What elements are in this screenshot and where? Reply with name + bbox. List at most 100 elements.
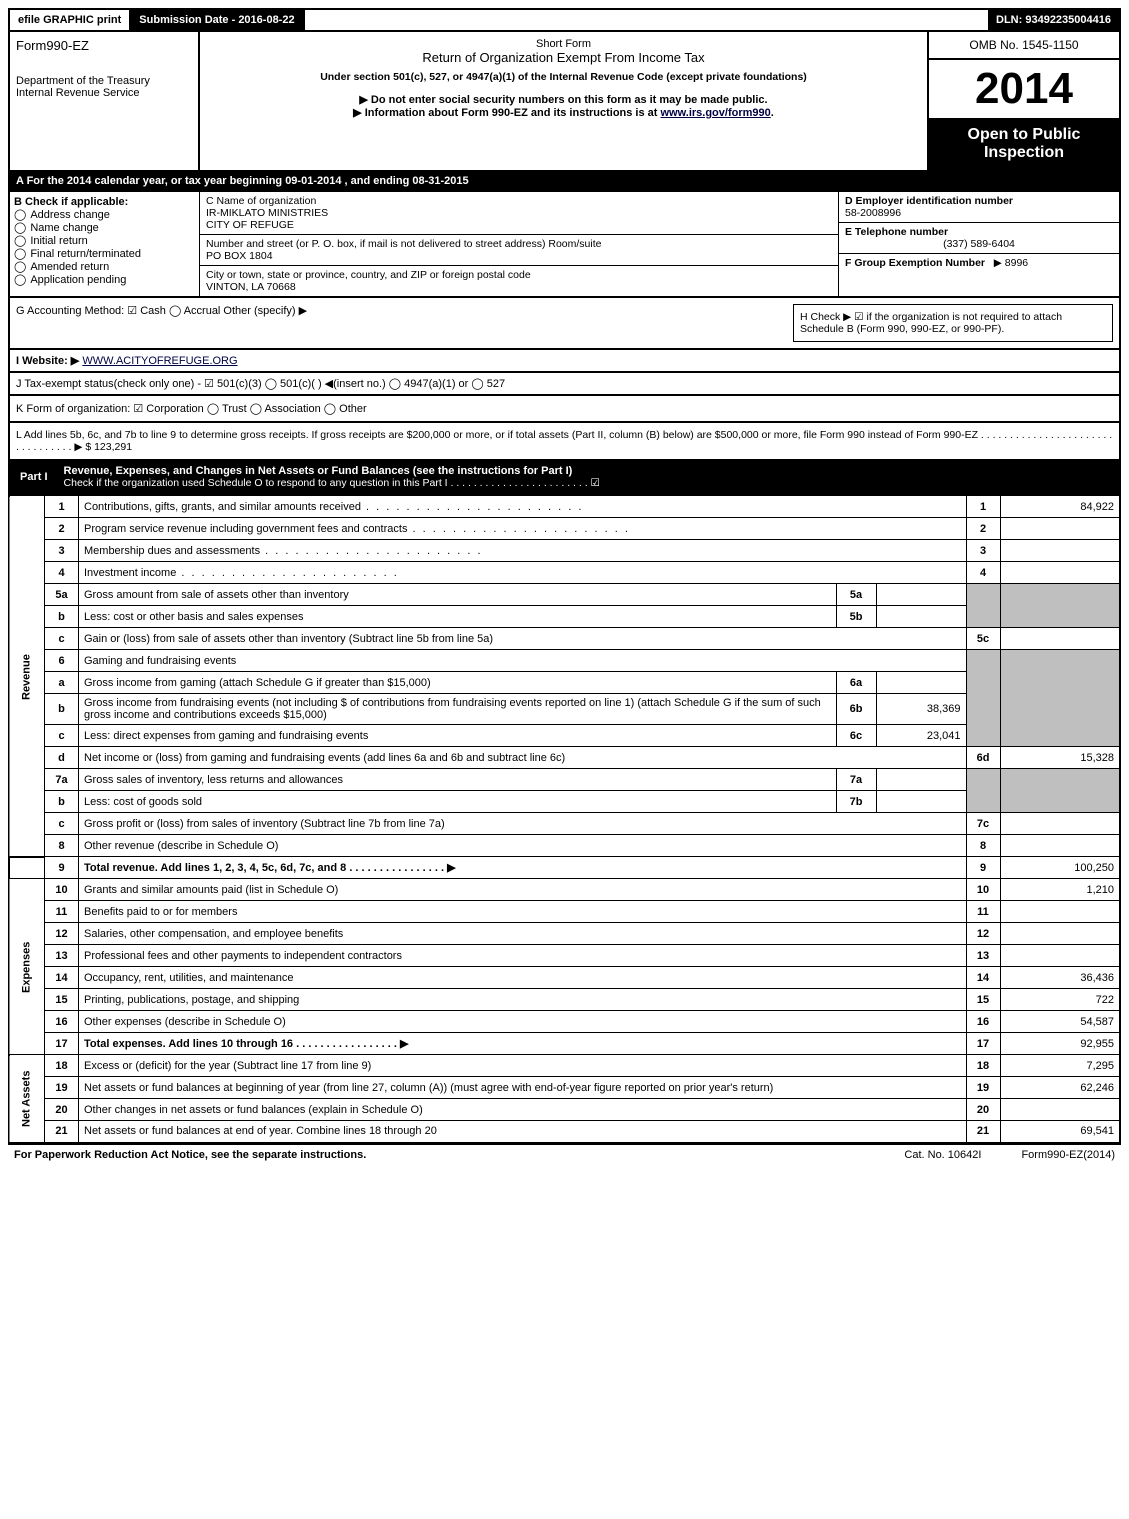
form-title: Return of Organization Exempt From Incom… (206, 50, 921, 65)
ln15-ref: 15 (966, 989, 1000, 1011)
ln5b-sub: 5b (836, 606, 876, 628)
warn-ssn: Do not enter social security numbers on … (206, 93, 921, 106)
c-name1: IR-MIKLATO MINISTRIES (206, 207, 832, 219)
table-row: c Less: direct expenses from gaming and … (9, 725, 1120, 747)
part1-table: Revenue 1 Contributions, gifts, grants, … (8, 495, 1121, 1144)
short-form-label: Short Form (206, 38, 921, 50)
ln19-text: Net assets or fund balances at beginning… (79, 1077, 967, 1099)
section-b: B Check if applicable: ◯Address change ◯… (10, 192, 200, 296)
ln19-val: 62,246 (1000, 1077, 1120, 1099)
ln7a-subval (876, 769, 966, 791)
grey-cell (1000, 769, 1120, 813)
ln4-text: Investment income (79, 562, 967, 584)
ln19-num: 19 (45, 1077, 79, 1099)
ln1-val: 84,922 (1000, 496, 1120, 518)
ln12-text: Salaries, other compensation, and employ… (79, 923, 967, 945)
chk-final[interactable]: ◯ (14, 248, 26, 260)
ln4-ref: 4 (966, 562, 1000, 584)
lbl-pending: Application pending (30, 274, 126, 286)
ln6a-sub: 6a (836, 672, 876, 694)
ln5c-ref: 5c (966, 628, 1000, 650)
dln: DLN: 93492235004416 (988, 10, 1119, 30)
d-lbl: D Employer identification number (845, 195, 1113, 207)
side-netassets: Net Assets (9, 1055, 45, 1143)
ln19-ref: 19 (966, 1077, 1000, 1099)
ln20-val (1000, 1099, 1120, 1121)
ln16-num: 16 (45, 1011, 79, 1033)
grey-cell (966, 584, 1000, 628)
ln7b-num: b (45, 791, 79, 813)
ln14-val: 36,436 (1000, 967, 1120, 989)
ln20-ref: 20 (966, 1099, 1000, 1121)
website-link[interactable]: WWW.ACITYOFREFUGE.ORG (82, 355, 237, 367)
ln11-val (1000, 901, 1120, 923)
section-c: C Name of organization IR-MIKLATO MINIST… (200, 192, 839, 296)
row-k: K Form of organization: ☑ Corporation ◯ … (8, 396, 1121, 423)
tax-year: 2014 (929, 60, 1119, 118)
efile-link[interactable]: efile GRAPHIC print (10, 10, 131, 30)
irs-link[interactable]: www.irs.gov/form990 (661, 107, 771, 119)
dept-2: Internal Revenue Service (16, 87, 192, 99)
ln14-text: Occupancy, rent, utilities, and maintena… (79, 967, 967, 989)
ln5a-subval (876, 584, 966, 606)
section-a-period: A For the 2014 calendar year, or tax yea… (8, 172, 1121, 192)
ln15-text: Printing, publications, postage, and shi… (79, 989, 967, 1011)
lbl-initial: Initial return (30, 235, 87, 247)
chk-pending[interactable]: ◯ (14, 274, 26, 286)
grey-cell (1000, 650, 1120, 747)
chk-address[interactable]: ◯ (14, 209, 26, 221)
ln2-ref: 2 (966, 518, 1000, 540)
table-row: 19 Net assets or fund balances at beginn… (9, 1077, 1120, 1099)
table-row: 16 Other expenses (describe in Schedule … (9, 1011, 1120, 1033)
c-city-lbl: City or town, state or province, country… (206, 269, 832, 281)
table-row: a Gross income from gaming (attach Sched… (9, 672, 1120, 694)
website-lbl: I Website: ▶ (16, 355, 79, 367)
ln7b-text: Less: cost of goods sold (79, 791, 837, 813)
ln2-text: Program service revenue including govern… (79, 518, 967, 540)
table-row: 14 Occupancy, rent, utilities, and maint… (9, 967, 1120, 989)
ln17-text: Total expenses. Add lines 10 through 16 … (79, 1033, 967, 1055)
ln10-num: 10 (45, 879, 79, 901)
chk-name[interactable]: ◯ (14, 222, 26, 234)
lbl-name: Name change (30, 222, 99, 234)
grey-cell (1000, 584, 1120, 628)
ln8-ref: 8 (966, 835, 1000, 857)
ln8-val (1000, 835, 1120, 857)
ln7c-val (1000, 813, 1120, 835)
row-j: J Tax-exempt status(check only one) - ☑ … (8, 373, 1121, 396)
ln8-num: 8 (45, 835, 79, 857)
ln7b-subval (876, 791, 966, 813)
e-lbl: E Telephone number (845, 226, 1113, 238)
section-def: D Employer identification number 58-2008… (839, 192, 1119, 296)
ln2-val (1000, 518, 1120, 540)
table-row: 2 Program service revenue including gove… (9, 518, 1120, 540)
ln14-ref: 14 (966, 967, 1000, 989)
c-name2: CITY OF REFUGE (206, 219, 832, 231)
ln18-ref: 18 (966, 1055, 1000, 1077)
d-val: 58-2008996 (845, 207, 1113, 219)
ln20-text: Other changes in net assets or fund bala… (79, 1099, 967, 1121)
ln17-ref: 17 (966, 1033, 1000, 1055)
ln10-val: 1,210 (1000, 879, 1120, 901)
ln7a-text: Gross sales of inventory, less returns a… (79, 769, 837, 791)
table-row: 11 Benefits paid to or for members 11 (9, 901, 1120, 923)
ln9-ref: 9 (966, 857, 1000, 879)
ln18-num: 18 (45, 1055, 79, 1077)
top-bar: efile GRAPHIC print Submission Date - 20… (8, 8, 1121, 32)
ln6c-sub: 6c (836, 725, 876, 747)
ln5c-text: Gain or (loss) from sale of assets other… (79, 628, 967, 650)
ln6c-subval: 23,041 (876, 725, 966, 747)
part1-title: Revenue, Expenses, and Changes in Net As… (64, 465, 573, 477)
table-row: 7a Gross sales of inventory, less return… (9, 769, 1120, 791)
c-addr-lbl: Number and street (or P. O. box, if mail… (206, 238, 832, 250)
table-row: 13 Professional fees and other payments … (9, 945, 1120, 967)
ln6-text: Gaming and fundraising events (79, 650, 967, 672)
chk-initial[interactable]: ◯ (14, 235, 26, 247)
chk-amended[interactable]: ◯ (14, 261, 26, 273)
table-row: 12 Salaries, other compensation, and emp… (9, 923, 1120, 945)
part1-sub: Check if the organization used Schedule … (64, 477, 600, 489)
ln6b-text: Gross income from fundraising events (no… (79, 694, 837, 725)
ln18-text: Excess or (deficit) for the year (Subtra… (79, 1055, 967, 1077)
ln14-num: 14 (45, 967, 79, 989)
ln1-ref: 1 (966, 496, 1000, 518)
